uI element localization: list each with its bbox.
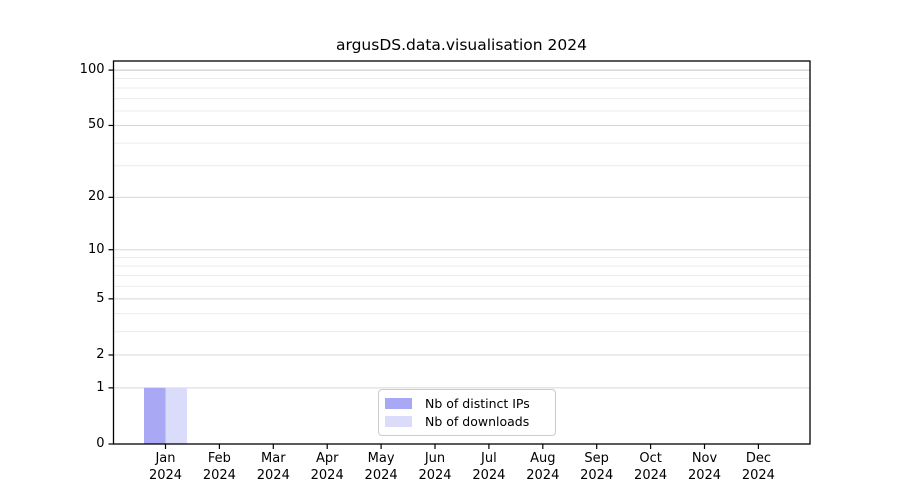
x-tick-label: Feb 2024: [202, 451, 236, 483]
axes-frame: [112, 60, 811, 445]
x-tick-label: Nov 2024: [687, 451, 722, 483]
y-tick-label: 2: [96, 346, 105, 362]
x-tick-label: Jul 2024: [472, 451, 506, 483]
chart-title: argusDS.data.visualisation 2024: [335, 36, 587, 54]
bar-nb-of-downloads-jan-2024: [165, 387, 187, 444]
x-tick-label: Oct 2024: [634, 451, 668, 483]
legend-item-distinct-ips: Nb of distinct IPs: [385, 395, 547, 412]
y-tick-label: 1: [96, 379, 105, 395]
x-tick-label: May 2024: [364, 451, 398, 483]
legend-item-downloads: Nb of downloads: [385, 413, 547, 430]
x-tick-label: Dec 2024: [741, 451, 775, 483]
legend-swatch-distinct-ips: [385, 398, 412, 410]
x-tick-label: Aug 2024: [526, 451, 560, 483]
legend-swatch-downloads: [385, 415, 412, 427]
x-tick-label: Jun 2024: [418, 451, 452, 483]
y-tick-label: 10: [87, 241, 105, 257]
y-tick-label: 50: [87, 117, 105, 133]
y-tick-label: 5: [96, 290, 105, 306]
y-tick-label: 20: [87, 189, 105, 205]
x-tick-label: Mar 2024: [256, 451, 290, 483]
legend-label-distinct-ips: Nb of distinct IPs: [425, 396, 530, 412]
bar-nb-of-distinct-ips-jan-2024: [144, 387, 166, 444]
legend: Nb of distinct IPs Nb of downloads: [378, 389, 556, 436]
legend-label-downloads: Nb of downloads: [425, 413, 530, 429]
x-tick-label: Sep 2024: [580, 451, 614, 483]
x-tick-label: Apr 2024: [310, 451, 344, 483]
y-tick-label: 0: [96, 436, 105, 451]
y-tick-label: 100: [79, 62, 105, 78]
x-tick-label: Jan 2024: [148, 451, 183, 483]
